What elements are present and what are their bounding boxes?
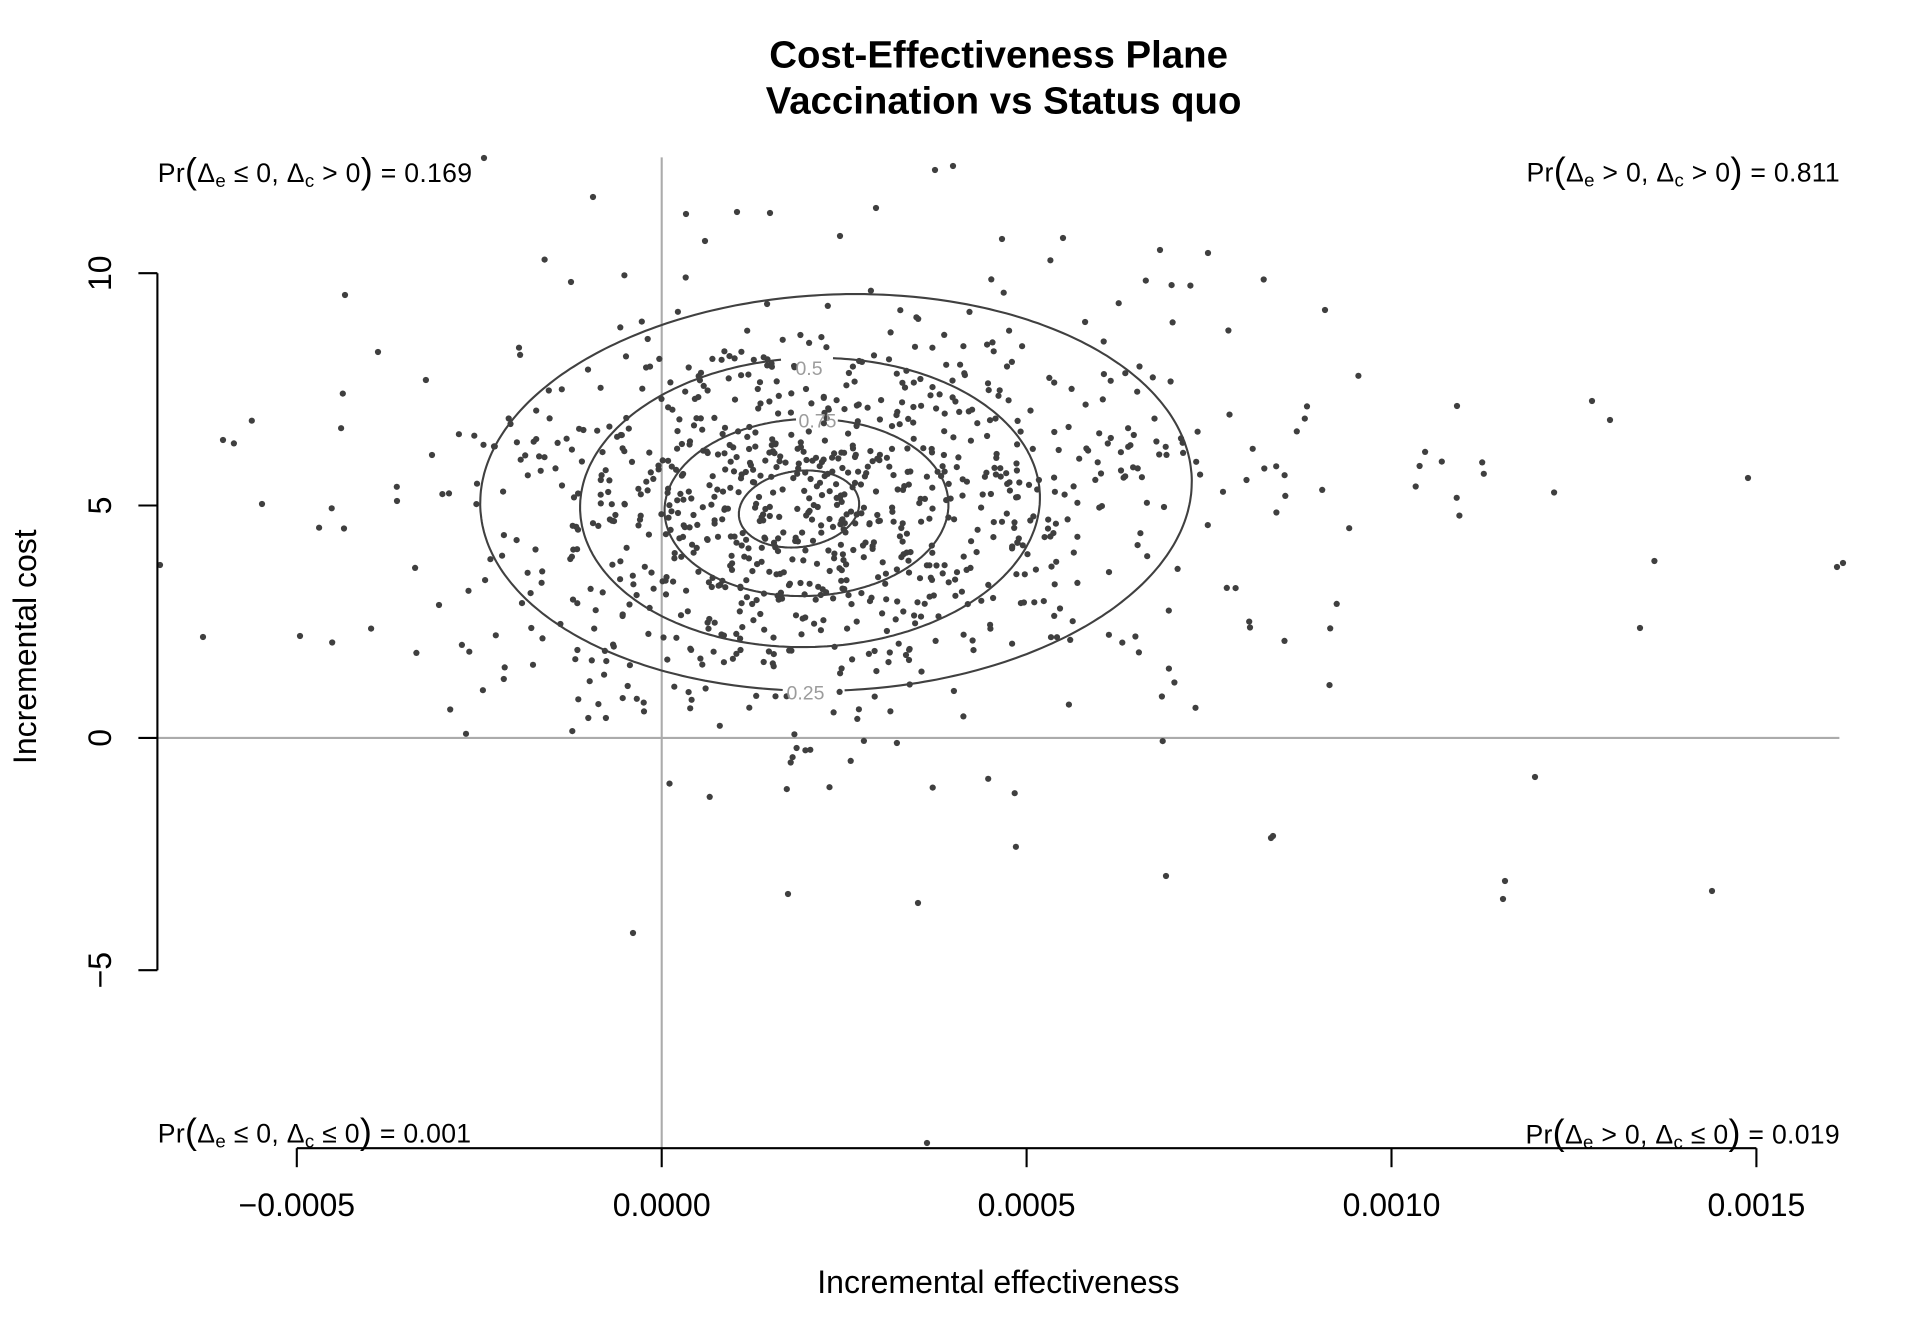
svg-text:0.5: 0.5 bbox=[795, 358, 822, 380]
svg-text:−5: −5 bbox=[82, 952, 118, 988]
svg-text:Cost-Effectiveness Plane: Cost-Effectiveness Plane bbox=[769, 34, 1228, 77]
svg-text:5: 5 bbox=[82, 497, 118, 515]
svg-text:10: 10 bbox=[82, 255, 118, 291]
svg-text:Incremental effectiveness: Incremental effectiveness bbox=[817, 1264, 1179, 1300]
svg-text:0.25: 0.25 bbox=[787, 683, 825, 705]
svg-text:Vaccination vs Status quo: Vaccination vs Status quo bbox=[766, 80, 1242, 123]
svg-text:Pr(Δe > 0, Δc ≤ 0) = 0.019: Pr(Δe > 0, Δc ≤ 0) = 0.019 bbox=[1525, 1112, 1840, 1153]
svg-text:0.0005: 0.0005 bbox=[978, 1187, 1076, 1223]
svg-text:0.0015: 0.0015 bbox=[1707, 1187, 1805, 1223]
svg-text:0.0000: 0.0000 bbox=[613, 1187, 711, 1223]
svg-text:0.0010: 0.0010 bbox=[1343, 1187, 1441, 1223]
svg-text:0.75: 0.75 bbox=[799, 411, 837, 433]
svg-text:Incremental cost: Incremental cost bbox=[7, 529, 43, 764]
svg-text:0: 0 bbox=[82, 729, 118, 747]
svg-text:−0.0005: −0.0005 bbox=[239, 1187, 356, 1223]
